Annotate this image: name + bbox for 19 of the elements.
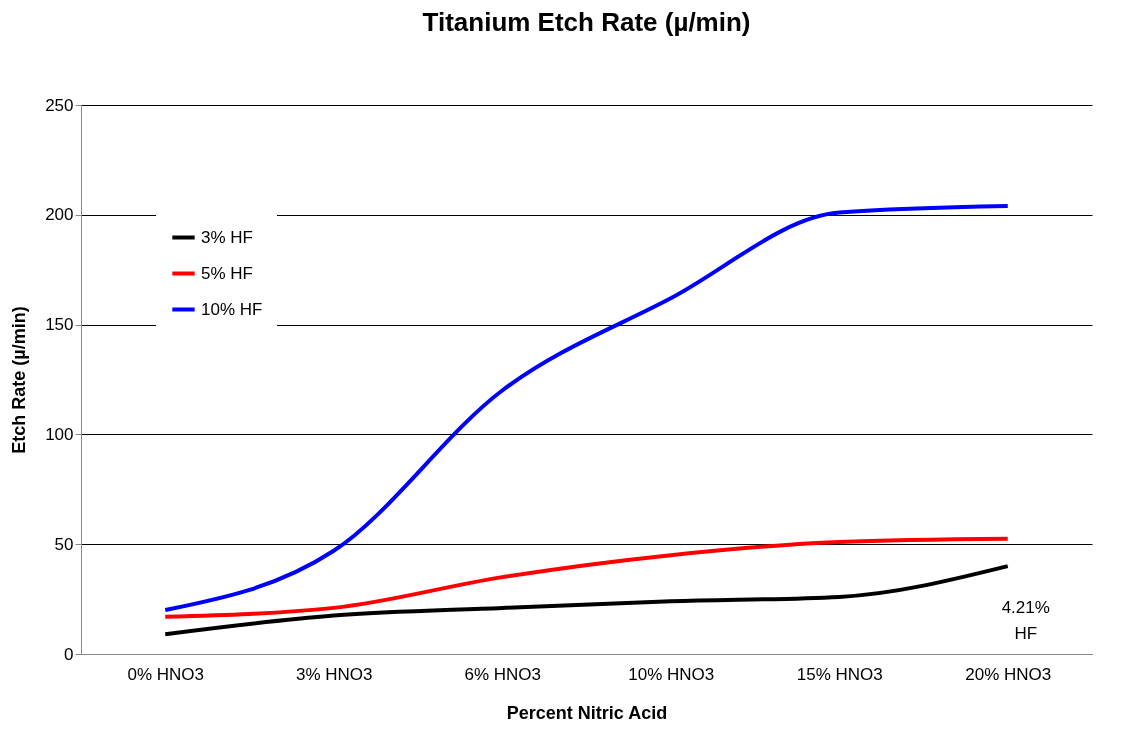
y-tick-label: 250	[45, 95, 74, 115]
x-tick-label: 0% HNO3	[127, 664, 205, 684]
chart-title: Titanium Etch Rate (µ/min)	[422, 7, 751, 37]
legend-label: 10% HF	[201, 299, 263, 319]
y-tick-label: 50	[54, 534, 74, 554]
x-tick-label: 10% HNO3	[628, 664, 715, 684]
legend-label: 3% HF	[201, 227, 253, 247]
y-tick-label: 0	[64, 644, 74, 664]
x-tick-label: 3% HNO3	[295, 664, 373, 684]
x-tick-label: 6% HNO3	[464, 664, 542, 684]
legend-label: 5% HF	[201, 263, 253, 283]
x-axis-title: Percent Nitric Acid	[506, 702, 668, 723]
annotation: 4.21% HF	[1001, 598, 1050, 644]
x-tick-label: 15% HNO3	[796, 664, 883, 684]
y-axis-title: Etch Rate (µ/min)	[9, 306, 30, 454]
x-tick-label: 20% HNO3	[965, 664, 1052, 684]
y-tick-label: 200	[45, 205, 74, 225]
y-tick-label: 100	[45, 424, 74, 444]
y-tick-label: 150	[45, 315, 74, 335]
